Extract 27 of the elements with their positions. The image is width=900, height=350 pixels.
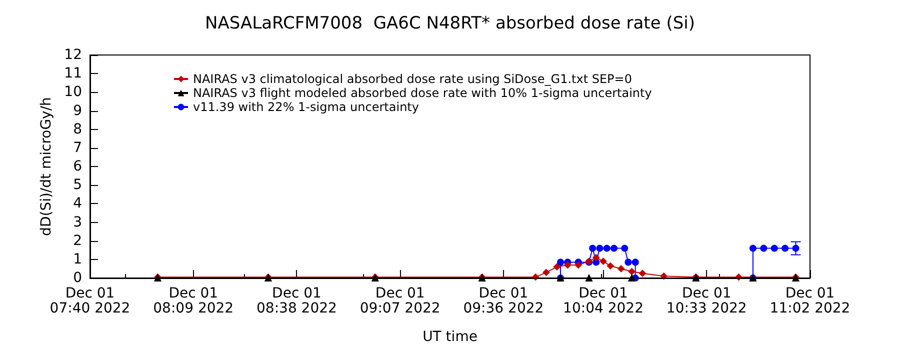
y-tick-label: 11 [64, 66, 82, 82]
y-tick-label: 2 [73, 232, 82, 249]
chart-title: NASALaRCFM7008 GA6C N48RT* absorbed dose rate (Si) [205, 14, 695, 34]
x-tick-label: Dec 01 11:02 2022 [770, 286, 850, 316]
legend-label: NAIRAS v3 climatological absorbed dose rate using SiDose_G1.txt SEP=0 [193, 72, 632, 86]
y-tick-label: 10 [64, 84, 82, 100]
y-tick-label: 8 [73, 121, 82, 138]
x-tick-label: Dec 01 08:38 2022 [256, 286, 337, 316]
y-tick-label: 0 [73, 270, 82, 286]
y-tick-label: 9 [73, 102, 82, 119]
x-tick-label: Dec 01 09:36 2022 [463, 286, 544, 316]
y-axis-title: dD(Si)/dt microGy/h [38, 97, 54, 236]
x-tick-label: Dec 01 10:04 2022 [563, 286, 644, 316]
x-tick-label: Dec 01 08:09 2022 [153, 286, 234, 316]
y-tick-label: 1 [73, 251, 82, 268]
x-tick-label: Dec 01 09:07 2022 [360, 286, 440, 316]
y-tick-label: 7 [73, 140, 82, 156]
x-axis-title: UT time [422, 329, 478, 345]
y-tick-label: 4 [73, 196, 82, 212]
y-tick-label: 12 [64, 47, 82, 63]
y-tick-label: 5 [73, 177, 82, 194]
y-tick-label: 3 [73, 214, 82, 230]
x-tick-label: Dec 01 10:33 2022 [666, 286, 747, 316]
y-tick-label: 6 [73, 158, 82, 174]
legend-label: NAIRAS v3 flight modeled absorbed dose rate with 10% 1-sigma uncertainty [193, 86, 652, 100]
legend-label: v11.39 with 22% 1-sigma uncertainty [193, 100, 419, 114]
x-tick-label: Dec 01 07:40 2022 [50, 286, 130, 316]
